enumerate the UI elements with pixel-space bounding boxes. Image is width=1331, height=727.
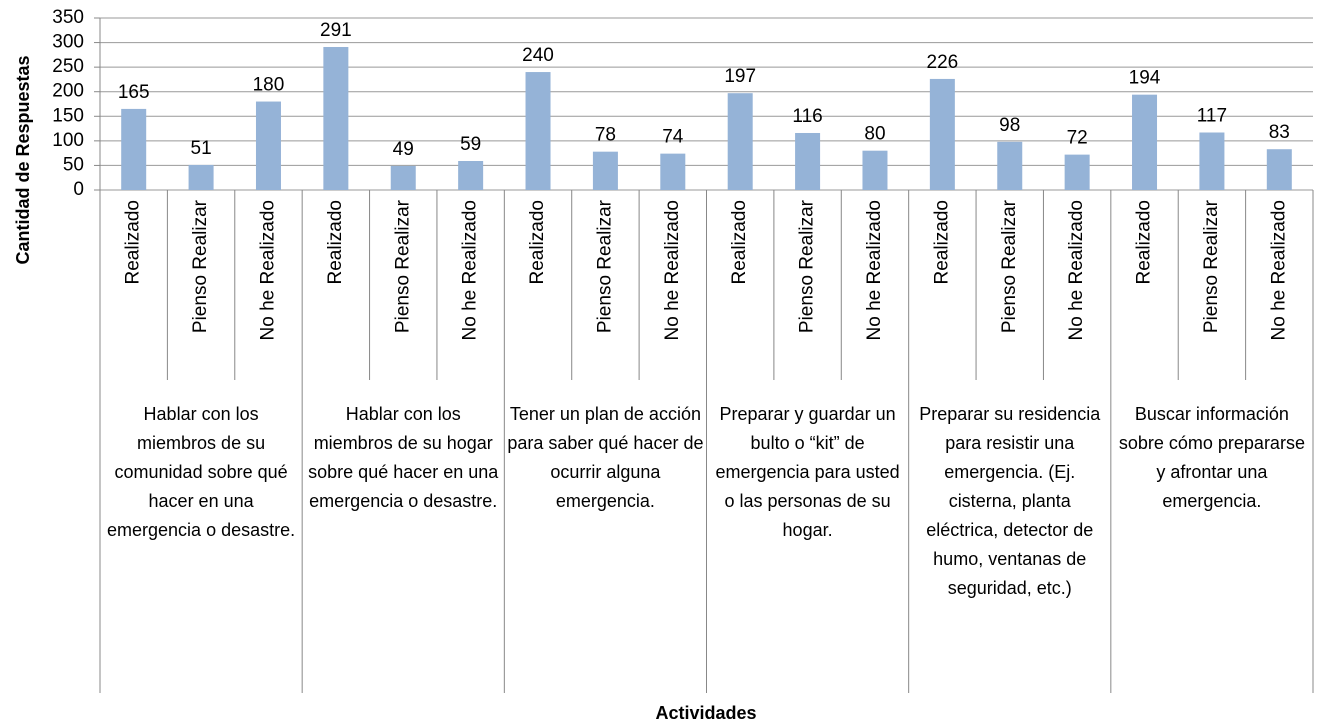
data-label: 78 xyxy=(595,125,616,146)
x-tick-label: Pienso Realizar xyxy=(1201,199,1222,333)
x-tick-label: Pienso Realizar xyxy=(797,199,818,333)
x-tick-label: No he Realizado xyxy=(460,200,481,340)
y-tick-label: 100 xyxy=(52,130,84,151)
x-tick-label: Pienso Realizar xyxy=(999,199,1020,333)
bar xyxy=(997,141,1023,190)
data-label: 197 xyxy=(724,66,756,87)
bar xyxy=(390,165,416,190)
data-label: 165 xyxy=(118,82,150,103)
bar xyxy=(1199,132,1225,190)
y-tick-label: 350 xyxy=(52,7,84,28)
x-tick-label: Realizado xyxy=(527,200,548,285)
bar xyxy=(727,93,753,190)
bar xyxy=(323,46,349,190)
data-label: 194 xyxy=(1129,68,1161,89)
x-tick-label: No he Realizado xyxy=(1066,200,1087,340)
x-tick-label: Realizado xyxy=(123,200,144,285)
y-tick-label: 200 xyxy=(52,81,84,102)
bar xyxy=(862,150,888,190)
data-label: 80 xyxy=(864,124,885,145)
data-label: 74 xyxy=(662,127,684,148)
y-tick-label: 300 xyxy=(52,32,84,53)
x-tick-label: Realizado xyxy=(1134,200,1155,285)
data-label: 117 xyxy=(1197,106,1227,127)
data-label: 240 xyxy=(522,45,554,66)
y-tick-label: 50 xyxy=(63,154,84,175)
x-tick-label: No he Realizado xyxy=(662,200,683,340)
x-tick-label: Realizado xyxy=(931,200,952,285)
bar xyxy=(458,161,484,190)
data-label: 72 xyxy=(1067,128,1088,149)
group-label: Hablar con los miembros de su comunidad … xyxy=(107,404,296,540)
data-label: 49 xyxy=(393,139,414,160)
data-label: 51 xyxy=(191,138,212,159)
x-tick-label: Realizado xyxy=(729,200,750,285)
bar xyxy=(121,108,147,190)
group-label: Preparar su residencia para resistir una… xyxy=(919,404,1101,598)
bar xyxy=(1266,149,1292,190)
x-tick-label: No he Realizado xyxy=(864,200,885,340)
group-label: Buscar información sobre cómo prepararse… xyxy=(1118,404,1305,511)
x-tick-label: Realizado xyxy=(325,200,346,285)
bar xyxy=(525,72,551,190)
group-label: Hablar con los miembros de su hogar sobr… xyxy=(308,404,499,511)
y-tick-label: 0 xyxy=(73,179,84,200)
bar xyxy=(1064,154,1090,190)
x-tick-label: No he Realizado xyxy=(257,200,278,340)
bar xyxy=(660,153,686,190)
bar xyxy=(1132,94,1158,190)
bar xyxy=(592,151,618,190)
data-label: 116 xyxy=(792,106,822,127)
group-label: Tener un plan de acción para saber qué h… xyxy=(507,404,704,511)
data-label: 59 xyxy=(460,134,481,155)
data-label: 83 xyxy=(1269,122,1290,143)
group-label: Preparar y guardar un bulto o “kit” de e… xyxy=(715,404,900,540)
y-axis-title: Cantidad de Respuestas xyxy=(13,55,33,264)
data-label: 98 xyxy=(999,115,1020,136)
y-tick-label: 150 xyxy=(52,105,84,126)
x-tick-label: Pienso Realizar xyxy=(594,199,615,333)
bar xyxy=(929,78,955,190)
data-label: 291 xyxy=(320,20,352,41)
y-tick-label: 250 xyxy=(52,56,84,77)
bar xyxy=(188,164,214,190)
data-label: 226 xyxy=(927,52,959,73)
data-label: 180 xyxy=(253,75,285,96)
x-tick-label: Pienso Realizar xyxy=(392,199,413,333)
x-axis-title: Actividades xyxy=(655,703,756,723)
bar xyxy=(795,132,821,190)
x-tick-label: No he Realizado xyxy=(1268,200,1289,340)
bar xyxy=(255,101,281,190)
x-tick-label: Pienso Realizar xyxy=(190,199,211,333)
